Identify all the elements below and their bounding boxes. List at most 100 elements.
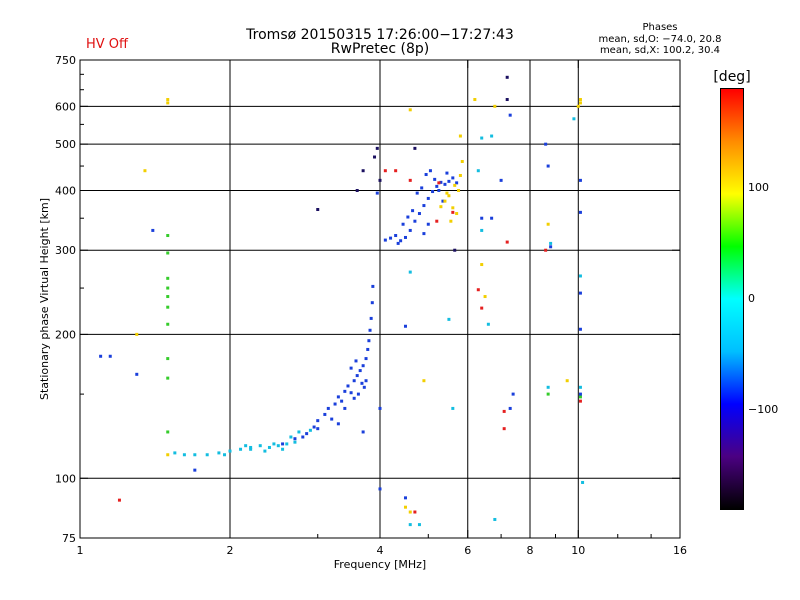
echo-point [458, 134, 462, 138]
echo-point [352, 379, 356, 383]
echo-point [572, 117, 576, 121]
echo-point [413, 510, 417, 514]
echo-point [362, 385, 366, 389]
echo-point [473, 98, 477, 102]
echo-point [505, 240, 509, 244]
echo-point [447, 179, 451, 183]
x-tick-label: 16 [673, 544, 687, 557]
echo-point [355, 188, 359, 192]
echo-point [413, 219, 417, 223]
echo-point [343, 406, 347, 410]
echo-point [480, 216, 484, 220]
echo-point [394, 169, 398, 173]
echo-point [375, 191, 379, 195]
chart-title: Tromsø 20150315 17:26:00−17:27:43 [246, 27, 514, 43]
echo-point [431, 190, 435, 194]
echo-point [578, 395, 582, 399]
echo-point [578, 392, 582, 396]
echo-point [458, 173, 462, 177]
echo-point [301, 435, 305, 439]
echo-point [244, 444, 248, 448]
echo-point [549, 245, 553, 249]
echo-point [389, 236, 393, 240]
echo-point [445, 191, 449, 195]
echo-point [205, 453, 209, 457]
echo-point [408, 228, 412, 232]
echo-point [166, 305, 170, 309]
echo-point [417, 212, 421, 216]
echo-point [451, 176, 455, 180]
echo-point [546, 164, 550, 168]
echo-point [228, 449, 232, 453]
echo-point [333, 402, 337, 406]
echo-point [565, 379, 569, 383]
echo-point [499, 178, 503, 182]
echo-point [508, 406, 512, 410]
echo-point [445, 171, 449, 175]
colorbar-tick-label: −100 [748, 403, 779, 417]
echo-point [285, 442, 289, 446]
echo-point [490, 134, 494, 138]
echo-point [576, 104, 580, 108]
colorbar [720, 88, 744, 510]
echo-point [476, 288, 480, 292]
chart-subtitle: RwPretec (8p) [330, 41, 430, 57]
echo-point [493, 104, 497, 108]
echo-point [166, 376, 170, 380]
echo-point [394, 234, 398, 238]
echo-point [249, 445, 253, 449]
echo-point [578, 327, 582, 331]
y-tick-label: 200 [55, 328, 76, 341]
echo-point [443, 199, 447, 203]
echo-point [281, 447, 285, 451]
echo-point [422, 204, 426, 208]
echo-point [166, 101, 170, 105]
y-tick-label: 300 [55, 244, 76, 257]
y-tick-label: 750 [55, 54, 76, 67]
echo-point [352, 396, 356, 400]
echo-point [422, 232, 426, 236]
echo-point [276, 444, 280, 448]
echo-point [578, 101, 582, 105]
echo-point [493, 517, 497, 521]
echo-point [166, 234, 170, 238]
echo-point [408, 178, 412, 182]
echo-point [383, 169, 387, 173]
echo-point [336, 422, 340, 426]
echo-point [505, 75, 509, 79]
echo-point [151, 228, 155, 232]
echo-point [370, 301, 374, 305]
y-tick-label: 600 [55, 100, 76, 113]
echo-point [340, 399, 344, 403]
echo-point [403, 505, 407, 509]
echo-point [426, 222, 430, 226]
echo-point [166, 251, 170, 255]
echo-point [435, 184, 439, 188]
echo-point [166, 453, 170, 457]
echo-point [281, 442, 285, 446]
echo-point [371, 284, 375, 288]
echo-point [166, 98, 170, 102]
phases-o-stats: mean, sd,O: −74.0, 20.8 [598, 34, 722, 45]
echo-point [354, 359, 358, 363]
y-tick-label: 500 [55, 138, 76, 151]
echo-point [378, 487, 382, 491]
echo-point [546, 392, 550, 396]
phases-x-stats: mean, sd,X: 100.2, 30.4 [599, 45, 721, 56]
x-axis-label: Frequency [MHz] [334, 558, 426, 571]
x-tick-label: 6 [464, 544, 471, 557]
echo-point [117, 498, 121, 502]
echo-point [426, 196, 430, 200]
echo-point [511, 392, 515, 396]
echo-point [422, 379, 426, 383]
colorbar-title: [deg] [713, 69, 751, 85]
echo-point [166, 276, 170, 280]
grid-lines [80, 60, 680, 538]
echo-point [143, 169, 147, 173]
echo-point [449, 219, 453, 223]
echo-point [460, 159, 464, 163]
echo-point [413, 146, 417, 150]
echo-point [578, 399, 582, 403]
echo-point [437, 181, 441, 185]
echo-point [455, 181, 459, 185]
